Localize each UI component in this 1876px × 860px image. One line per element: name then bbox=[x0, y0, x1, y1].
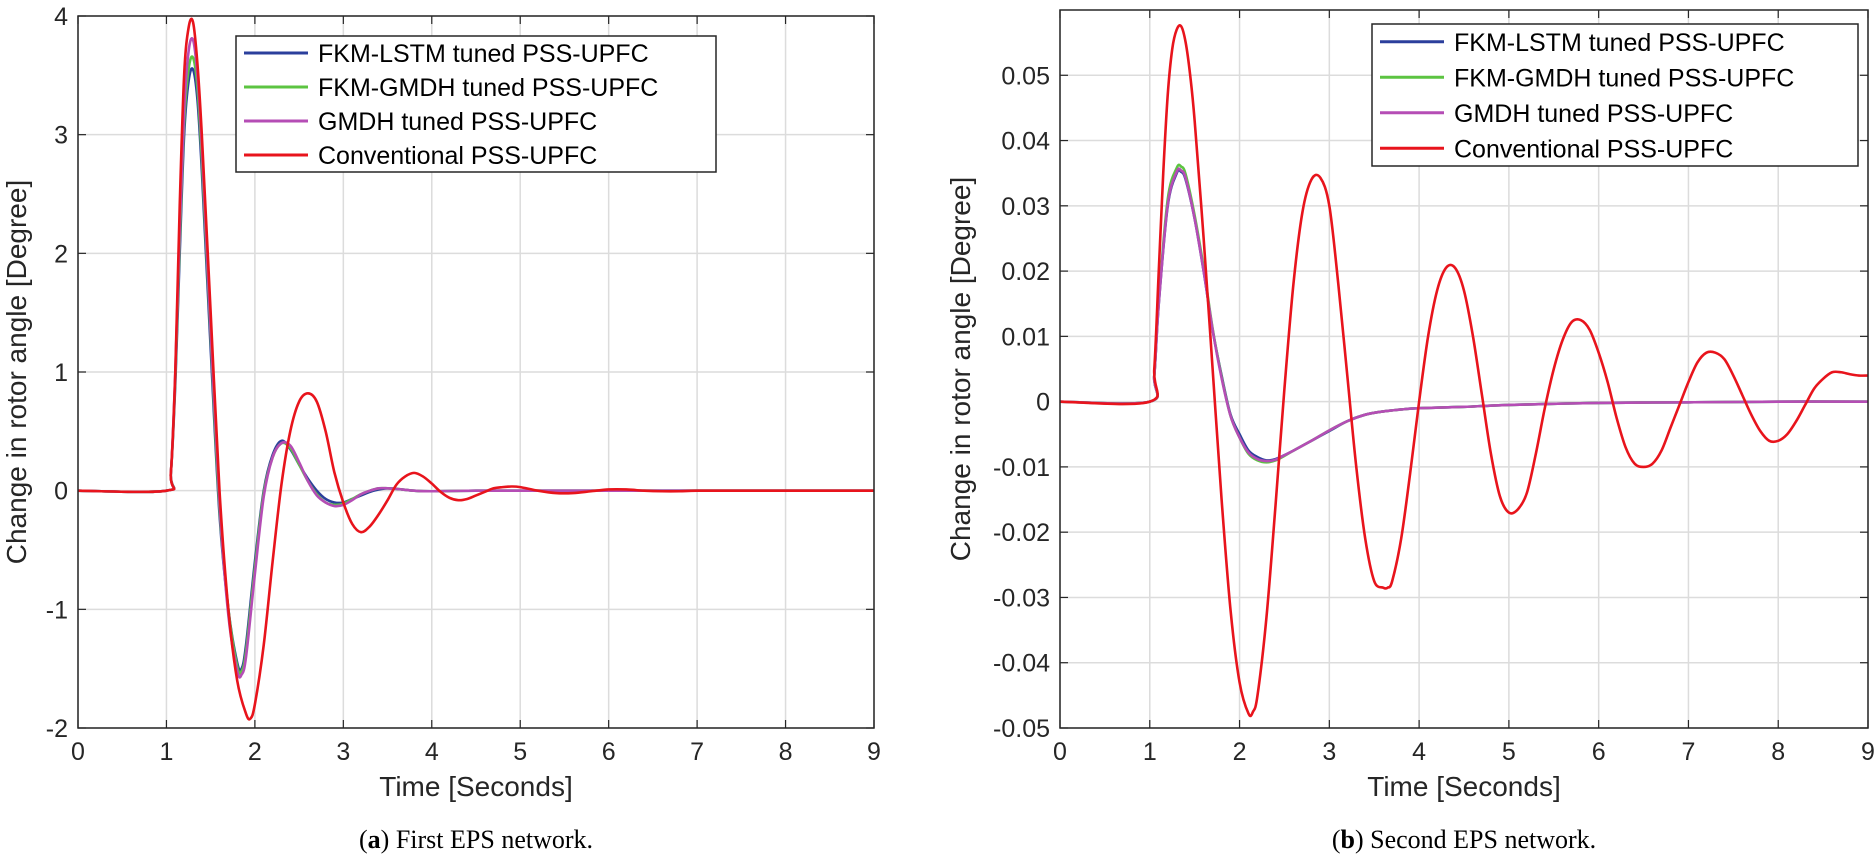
caption: (b) Second EPS network. bbox=[1332, 825, 1596, 854]
legend: FKM-LSTM tuned PSS-UPFC FKM-GMDH tuned PS… bbox=[1371, 23, 1859, 167]
y-tick-label: -0.01 bbox=[993, 454, 1050, 482]
y-tick-label: 3 bbox=[54, 122, 68, 150]
x-tick-label: 4 bbox=[1412, 738, 1426, 766]
y-tick-label: 4 bbox=[54, 3, 68, 31]
x-tick-label: 8 bbox=[1771, 738, 1785, 766]
y-axis-label: Change in rotor angle [Degree] bbox=[945, 177, 976, 561]
y-tick-label: 0.05 bbox=[1001, 62, 1050, 90]
x-tick-label: 8 bbox=[779, 738, 793, 766]
x-tick-label: 5 bbox=[1502, 738, 1516, 766]
y-tick-label: 1 bbox=[54, 359, 68, 387]
x-tick-label: 6 bbox=[602, 738, 616, 766]
x-tick-label: 4 bbox=[425, 738, 439, 766]
caption-text: First EPS network. bbox=[389, 825, 593, 854]
x-axis-label: Time [Seconds] bbox=[1367, 771, 1560, 802]
series-line-3 bbox=[78, 17, 874, 721]
x-tick-label: 9 bbox=[1861, 738, 1875, 766]
axes-box bbox=[77, 15, 875, 729]
legend-entry-1: FKM-GMDH tuned PSS-UPFC bbox=[318, 74, 658, 102]
legend-entry-2: GMDH tuned PSS-UPFC bbox=[318, 108, 597, 136]
y-tick-label: 0 bbox=[54, 478, 68, 506]
axes-box bbox=[1059, 9, 1869, 729]
y-tick-label: -0.04 bbox=[993, 650, 1050, 678]
legend-entry-1: FKM-GMDH tuned PSS-UPFC bbox=[1454, 64, 1794, 92]
caption-paren-open: ( bbox=[1332, 825, 1341, 854]
caption-paren-close: ) bbox=[1355, 825, 1364, 854]
x-tick-label: 0 bbox=[71, 738, 85, 766]
x-tick-label: 1 bbox=[159, 738, 173, 766]
y-tick-label: -0.02 bbox=[993, 519, 1050, 547]
series-lines bbox=[78, 17, 874, 721]
legend-entry-0: FKM-LSTM tuned PSS-UPFC bbox=[1454, 29, 1785, 57]
x-tick-label: 1 bbox=[1143, 738, 1157, 766]
x-tick-label: 7 bbox=[690, 738, 704, 766]
y-tick-label: 0.02 bbox=[1001, 258, 1050, 286]
caption: (a) First EPS network. bbox=[359, 825, 593, 854]
x-axis-label: Time [Seconds] bbox=[379, 771, 572, 802]
caption-paren-close: ) bbox=[381, 825, 390, 854]
legend-entry-3: Conventional PSS-UPFC bbox=[318, 142, 597, 170]
series-line-3 bbox=[1060, 24, 1868, 718]
x-tick-label: 3 bbox=[336, 738, 350, 766]
x-tick-label: 6 bbox=[1592, 738, 1606, 766]
x-tick-label: 0 bbox=[1053, 738, 1067, 766]
legend-entry-0: FKM-LSTM tuned PSS-UPFC bbox=[318, 40, 649, 68]
y-tick-label: 0.01 bbox=[1001, 323, 1050, 351]
legend-box bbox=[235, 35, 717, 173]
chart-second-eps: 0 1 2 3 4 5 6 7 8 9 -0.05 -0.04 -0.03 -0.02 -0.01 0 0.01… bbox=[945, 9, 1875, 854]
caption-letter: b bbox=[1340, 825, 1354, 854]
x-tick-label: 7 bbox=[1681, 738, 1695, 766]
y-tick-label: 0 bbox=[1036, 389, 1050, 417]
series-line-2 bbox=[1060, 167, 1868, 463]
caption-paren-open: ( bbox=[359, 825, 368, 854]
y-tick-label: -0.03 bbox=[993, 584, 1050, 612]
legend-entry-2: GMDH tuned PSS-UPFC bbox=[1454, 100, 1733, 128]
legend: FKM-LSTM tuned PSS-UPFC FKM-GMDH tuned PS… bbox=[235, 35, 717, 173]
legend-box bbox=[1371, 23, 1859, 167]
y-tick-label: 0.04 bbox=[1001, 128, 1050, 156]
y-axis-label: Change in rotor angle [Degree] bbox=[1, 180, 32, 564]
legend-entry-3: Conventional PSS-UPFC bbox=[1454, 135, 1733, 163]
x-tick-label: 9 bbox=[867, 738, 881, 766]
x-tick-label: 5 bbox=[513, 738, 527, 766]
y-tick-label: -1 bbox=[46, 596, 68, 624]
x-tick-label: 2 bbox=[1233, 738, 1247, 766]
caption-letter: a bbox=[368, 825, 381, 854]
y-tick-label: -2 bbox=[46, 715, 68, 743]
y-tick-label: -0.05 bbox=[993, 715, 1050, 743]
y-tick-label: 0.03 bbox=[1001, 193, 1050, 221]
series-lines bbox=[1060, 24, 1868, 718]
caption-text: Second EPS network. bbox=[1364, 825, 1597, 854]
y-tick-label: 2 bbox=[54, 240, 68, 268]
chart-first-eps: 0 1 2 3 4 5 6 7 8 9 -2 -1 0 1 2 3 4 Time [Seconds] Change … bbox=[1, 3, 881, 854]
series-line-2 bbox=[78, 36, 874, 679]
x-tick-label: 2 bbox=[248, 738, 262, 766]
x-tick-label: 3 bbox=[1322, 738, 1336, 766]
